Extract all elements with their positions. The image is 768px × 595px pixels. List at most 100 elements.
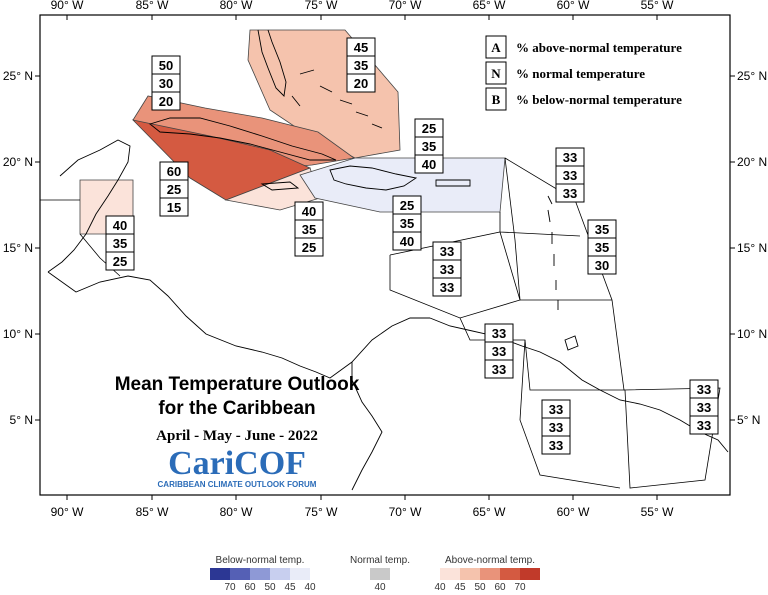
prob-below-value: 40 xyxy=(422,157,436,172)
prob-normal-value: 30 xyxy=(159,76,173,91)
south-america-coast xyxy=(351,317,729,491)
prob-above-value: 45 xyxy=(354,40,368,55)
prob-below-value: 33 xyxy=(563,186,577,201)
prob-below-value: 33 xyxy=(492,362,506,377)
hispaniola-coast xyxy=(329,165,418,191)
scale-tick: 50 xyxy=(474,582,486,590)
prob-below-value: 25 xyxy=(302,240,316,255)
bahamas-islands xyxy=(291,69,383,129)
prob-box-leeward: 33 33 33 xyxy=(555,147,585,203)
prob-box-caribbean-sea: 33 33 33 xyxy=(432,241,462,297)
above-normal-scale-title: Above-normal temp. xyxy=(445,555,535,566)
probability-labels: 45 35 20 50 30 20 60 25 15 40 35 25 40 35 25 25 35 40 25 35… xyxy=(105,37,719,455)
prob-above-value: 33 xyxy=(440,244,454,259)
region-boundaries xyxy=(40,157,721,489)
scale-tick: 70 xyxy=(224,582,236,590)
prob-below-value: 33 xyxy=(440,280,454,295)
legend-key-box xyxy=(485,87,507,111)
prob-cell xyxy=(587,255,617,275)
prob-above-value: 40 xyxy=(113,218,127,233)
coastlines xyxy=(47,29,729,491)
prob-box-bahamas: 45 35 20 xyxy=(346,37,376,93)
prob-box-guyana: 33 33 33 xyxy=(541,399,571,455)
lat-label-right: 20° N xyxy=(737,155,767,169)
legend-label: % below-normal temperature xyxy=(516,92,682,107)
central-america-coast xyxy=(47,271,430,379)
legend-label: % normal temperature xyxy=(516,66,645,81)
map-title-line2: for the Caribbean xyxy=(158,398,315,419)
lon-label-bottom: 90° W xyxy=(51,505,84,519)
prob-normal-value: 33 xyxy=(563,168,577,183)
prob-cell xyxy=(294,237,324,257)
lon-label-top: 55° W xyxy=(641,0,674,12)
scale-swatch-above-45 xyxy=(460,568,480,580)
scale-swatch-below-50 xyxy=(250,568,270,580)
prob-above-value: 25 xyxy=(400,198,414,213)
prob-box-hispaniola-north: 25 35 40 xyxy=(414,118,444,174)
lat-label-right: 5° N xyxy=(737,413,760,427)
prob-cell xyxy=(392,231,422,251)
prob-normal-value: 35 xyxy=(422,139,436,154)
prob-above-value: 40 xyxy=(302,204,316,219)
prob-below-value: 15 xyxy=(167,200,181,215)
lon-label-top: 85° W xyxy=(136,0,169,12)
cuba-coast xyxy=(149,117,337,161)
lon-label-bottom: 80° W xyxy=(220,505,253,519)
scale-tick: 40 xyxy=(304,582,316,590)
lat-label-left: 20° N xyxy=(3,155,33,169)
lat-label-left: 10° N xyxy=(3,327,33,341)
normal-scale-title: Normal temp. xyxy=(350,555,410,566)
legend-key: A xyxy=(491,40,501,55)
forecast-period: April - May - June - 2022 xyxy=(156,428,318,444)
prob-normal-value: 35 xyxy=(354,58,368,73)
lon-ticks-bottom xyxy=(66,495,658,500)
legend: A % above-normal temperature N % normal … xyxy=(485,35,682,111)
prob-below-value: 33 xyxy=(549,438,563,453)
prob-normal-value: 35 xyxy=(595,240,609,255)
map-title: Mean Temperature Outlook xyxy=(115,374,360,395)
legend-key-box xyxy=(485,35,507,59)
legend-key: B xyxy=(492,92,501,107)
prob-above-value: 33 xyxy=(492,326,506,341)
scale-tick: 40 xyxy=(434,582,446,590)
lat-label-right: 10° N xyxy=(737,327,767,341)
prob-cell xyxy=(414,154,444,174)
prob-cell xyxy=(484,359,514,379)
prob-below-value: 20 xyxy=(159,94,173,109)
prob-box-windward: 35 35 30 xyxy=(587,219,617,275)
lon-label-top: 60° W xyxy=(557,0,590,12)
lon-label-top: 80° W xyxy=(220,0,253,12)
yucatan-coast xyxy=(47,139,131,273)
scale-tick: 60 xyxy=(244,582,256,590)
scale-swatch-below-60 xyxy=(230,568,250,580)
lat-label-left: 25° N xyxy=(3,69,33,83)
prob-normal-value: 33 xyxy=(440,262,454,277)
lat-label-right: 15° N xyxy=(737,241,767,255)
scale-swatch-above-60 xyxy=(500,568,520,580)
scale-swatch-below-45 xyxy=(270,568,290,580)
prob-above-value: 25 xyxy=(422,121,436,136)
legend-key: N xyxy=(491,66,501,81)
prob-above-value: 33 xyxy=(697,382,711,397)
prob-cell xyxy=(541,435,571,455)
prob-normal-value: 25 xyxy=(167,182,181,197)
prob-box-cuba-west: 50 30 20 xyxy=(151,55,181,111)
prob-normal-value: 33 xyxy=(697,400,711,415)
scale-tick: 70 xyxy=(514,582,526,590)
prob-cell xyxy=(105,251,135,271)
legend-key-box xyxy=(485,61,507,85)
scale-tick: 60 xyxy=(494,582,506,590)
prob-below-value: 25 xyxy=(113,254,127,269)
scale-swatch-above-70 xyxy=(520,568,540,580)
lon-label-bottom: 65° W xyxy=(473,505,506,519)
prob-above-value: 50 xyxy=(159,58,173,73)
prob-above-value: 35 xyxy=(595,222,609,237)
prob-cell xyxy=(151,91,181,111)
caricof-logo: CariCOF xyxy=(168,445,306,482)
color-scale: Below-normal temp. 70 60 50 45 40 Normal… xyxy=(210,555,540,593)
below-normal-scale-title: Below-normal temp. xyxy=(216,555,305,566)
prob-normal-value: 33 xyxy=(549,420,563,435)
lat-label-left: 5° N xyxy=(10,413,33,427)
